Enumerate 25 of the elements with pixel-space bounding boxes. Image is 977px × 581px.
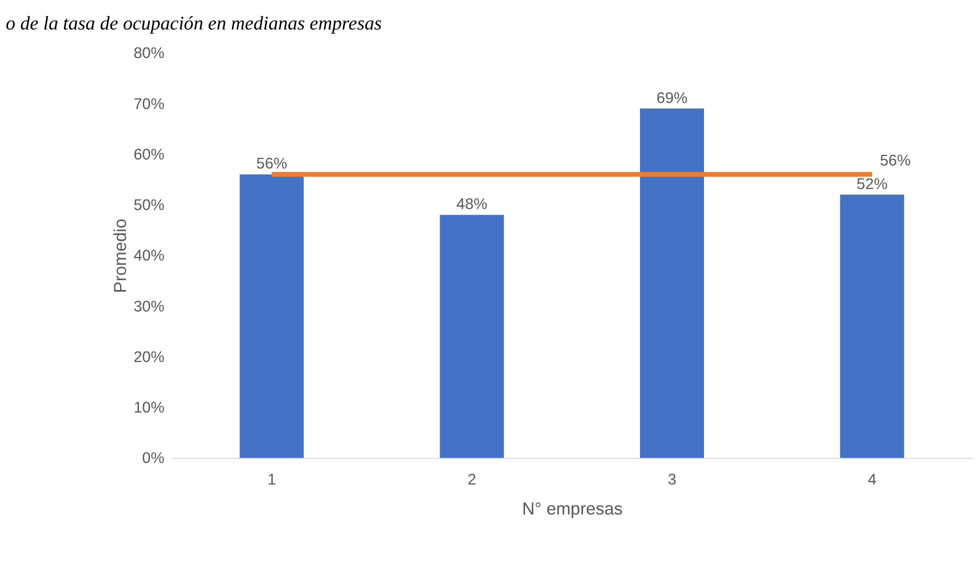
data-label: 52% — [856, 176, 888, 193]
x-tick-label: 3 — [668, 471, 676, 488]
y-tick-label: 80% — [134, 45, 165, 62]
y-tick-label: 20% — [134, 348, 165, 366]
x-tick-label: 4 — [868, 471, 877, 488]
y-tick-label: 0% — [142, 450, 165, 468]
y-tick-label: 30% — [134, 298, 165, 316]
data-label: 69% — [656, 90, 688, 107]
y-tick-label: 70% — [134, 96, 165, 113]
data-label: 56% — [880, 152, 911, 170]
y-tick-label: 50% — [134, 197, 165, 214]
chart-title: o de la tasa de ocupación en medianas empresas — [6, 14, 382, 35]
bar — [240, 174, 304, 458]
data-label: 56% — [256, 156, 288, 173]
y-tick-label: 10% — [134, 400, 165, 417]
x-tick-label: 1 — [267, 471, 276, 488]
bar — [640, 108, 704, 458]
bar — [440, 214, 504, 458]
x-tick-label: 2 — [468, 471, 476, 488]
bar — [840, 194, 904, 458]
y-tick-label: 60% — [134, 146, 165, 164]
y-tick-label: 40% — [134, 248, 165, 265]
data-label: 48% — [456, 196, 488, 214]
y-axis-title: Promedio — [110, 218, 130, 294]
x-axis-title: N° empresas — [522, 498, 623, 518]
